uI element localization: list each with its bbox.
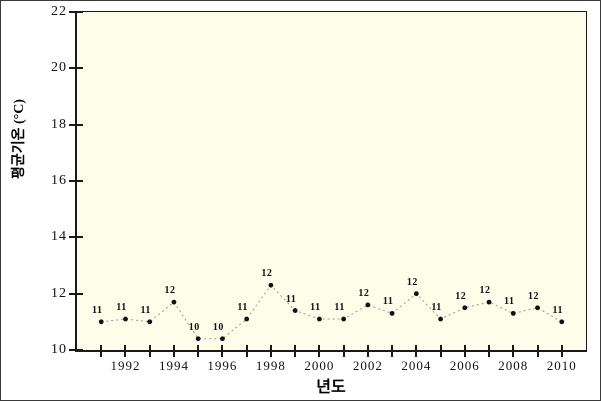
y-tick-22 — [69, 11, 83, 13]
y-tick-10 — [69, 349, 83, 351]
data-point-label-2006: 12 — [455, 290, 467, 302]
x-tick-label-2002: 2002 — [352, 358, 383, 373]
x-tick-1992 — [124, 345, 127, 357]
x-tick-label-2006: 2006 — [449, 358, 480, 373]
y-tick-18 — [69, 123, 83, 126]
x-tick-1993 — [148, 345, 151, 357]
x-tick-1998 — [269, 345, 272, 357]
data-point-label-2009: 12 — [528, 290, 540, 302]
data-point-label-1997: 11 — [237, 302, 248, 314]
y-tick-label-16: 16 — [51, 173, 67, 188]
x-tick-label-2008: 2008 — [498, 358, 529, 373]
x-tick-2004 — [415, 345, 418, 357]
x-tick-2008 — [512, 345, 515, 357]
data-point-label-1995: 10 — [188, 321, 200, 333]
x-tick-label-1996: 1996 — [207, 358, 238, 373]
data-point-label-1998: 12 — [261, 268, 273, 280]
x-tick-1996 — [221, 345, 224, 357]
data-point-label-1993: 11 — [140, 304, 151, 316]
x-tick-label-1992: 1992 — [110, 358, 141, 373]
y-tick-label-18: 18 — [51, 116, 67, 132]
x-tick-1999 — [294, 345, 297, 357]
x-tick-2007 — [488, 345, 491, 357]
data-point-label-2002: 12 — [358, 287, 370, 299]
y-tick-16 — [69, 180, 83, 182]
data-point-label-2008: 11 — [504, 296, 515, 308]
x-tick-2001 — [342, 345, 345, 357]
x-tick-2010 — [560, 345, 563, 357]
y-tick-label-20: 20 — [51, 60, 67, 76]
data-point-label-1991: 11 — [92, 304, 103, 316]
y-tick-label-14: 14 — [51, 229, 67, 245]
x-tick-label-2010: 2010 — [546, 358, 577, 373]
x-tick-label-2000: 2000 — [304, 358, 335, 373]
x-tick-1995 — [197, 345, 200, 357]
y-tick-label-10: 10 — [51, 342, 67, 357]
x-tick-label-1994: 1994 — [158, 358, 189, 373]
x-tick-1997 — [245, 345, 248, 357]
y-axis-title: 평균기온 (°C) — [12, 98, 27, 180]
x-tick-1994 — [172, 345, 175, 357]
data-point-label-2007: 12 — [479, 285, 491, 297]
y-tick-label-22: 22 — [51, 4, 67, 19]
x-tick-1991 — [100, 345, 103, 357]
data-point-label-1999: 11 — [285, 293, 297, 305]
x-tick-2000 — [318, 345, 321, 357]
data-point-label-1994: 12 — [164, 285, 176, 297]
data-point-label-2003: 11 — [382, 296, 394, 308]
x-axis-title: 년도 — [316, 379, 346, 396]
x-tick-2005 — [439, 345, 442, 357]
data-point-label-1992: 11 — [116, 302, 127, 314]
data-point-label-2000: 11 — [310, 302, 321, 314]
x-tick-2006 — [463, 345, 466, 357]
x-tick-label-2004: 2004 — [401, 358, 432, 373]
x-tick-2003 — [391, 345, 394, 357]
x-tick-label-1998: 1998 — [255, 358, 286, 373]
data-point-label-2005: 11 — [431, 302, 442, 314]
y-tick-label-12: 12 — [51, 285, 67, 301]
x-tick-2009 — [536, 345, 539, 357]
y-tick-12 — [69, 292, 83, 295]
data-point-label-2001: 11 — [334, 302, 345, 314]
x-tick-2002 — [366, 345, 369, 357]
data-point-label-1996: 10 — [212, 321, 224, 333]
data-point-label-2004: 12 — [406, 276, 418, 288]
y-tick-14 — [69, 236, 83, 239]
y-tick-20 — [69, 67, 83, 70]
data-point-label-2010: 11 — [552, 304, 563, 316]
